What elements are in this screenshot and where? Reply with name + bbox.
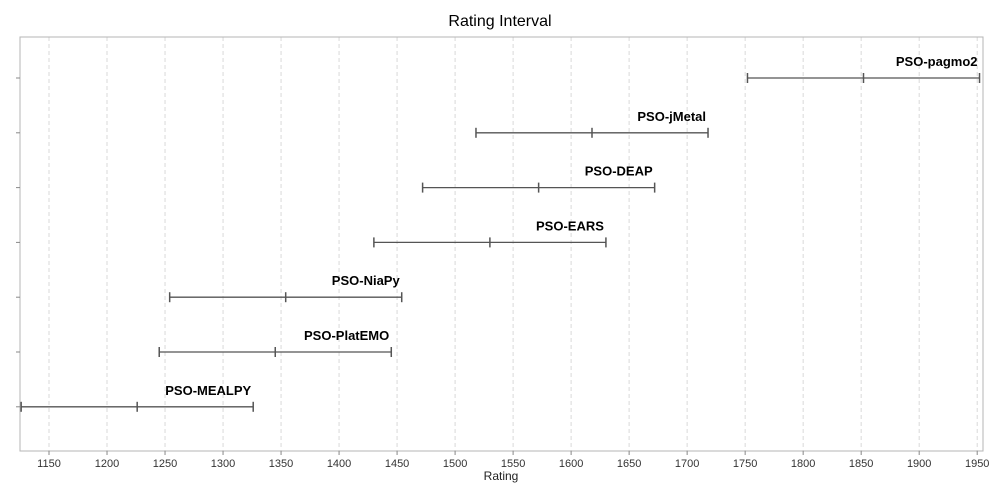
x-tick-label: 1450 xyxy=(385,458,409,470)
x-tick-label: 1550 xyxy=(501,458,525,470)
x-tick-label: 1650 xyxy=(617,458,641,470)
series-label: PSO-PlatEMO xyxy=(304,328,389,343)
interval-row: PSO-PlatEMO xyxy=(158,328,393,357)
series-label: PSO-EARS xyxy=(536,218,604,233)
x-tick-label: 1750 xyxy=(733,458,757,470)
x-tick-label: 1600 xyxy=(559,458,583,470)
x-axis-label: Rating xyxy=(484,469,519,483)
x-tick-label: 1700 xyxy=(675,458,699,470)
interval-row: PSO-DEAP xyxy=(421,164,656,193)
interval-row: PSO-jMetal xyxy=(475,109,709,138)
series-label: PSO-DEAP xyxy=(585,164,653,179)
interval-row: PSO-EARS xyxy=(373,218,607,248)
x-tick-label: 1950 xyxy=(965,458,989,470)
x-tick-label: 1500 xyxy=(443,458,467,470)
x-tick-label: 1200 xyxy=(95,458,119,470)
interval-row: PSO-pagmo2 xyxy=(746,54,981,83)
series-label: PSO-MEALPY xyxy=(165,383,251,398)
interval-row: PSO-MEALPY xyxy=(20,383,254,412)
x-tick-label: 1350 xyxy=(269,458,293,470)
x-tick-label: 1800 xyxy=(791,458,815,470)
x-tick-label: 1900 xyxy=(907,458,931,470)
x-tick-label: 1250 xyxy=(153,458,177,470)
x-axis-ticks: 1150 1200 1250 1300 1350 1400 1450 1500 1550 1600… xyxy=(37,451,989,470)
y-axis-ticks xyxy=(16,77,20,408)
x-tick-label: 1150 xyxy=(37,458,61,470)
x-tick-label: 1300 xyxy=(211,458,235,470)
x-tick-label: 1850 xyxy=(849,458,873,470)
grid xyxy=(48,37,978,451)
plot-frame xyxy=(19,36,984,452)
chart-title: Rating Interval xyxy=(448,13,551,30)
series-label: PSO-NiaPy xyxy=(332,273,401,288)
interval-row: PSO-NiaPy xyxy=(168,273,403,303)
series-layer: PSO-pagmo2 PSO-jMetal PSO-DEAP PSO-EARS PSO-… xyxy=(20,54,981,412)
series-label: PSO-pagmo2 xyxy=(896,54,978,69)
x-tick-label: 1400 xyxy=(327,458,351,470)
series-label: PSO-jMetal xyxy=(637,109,706,124)
